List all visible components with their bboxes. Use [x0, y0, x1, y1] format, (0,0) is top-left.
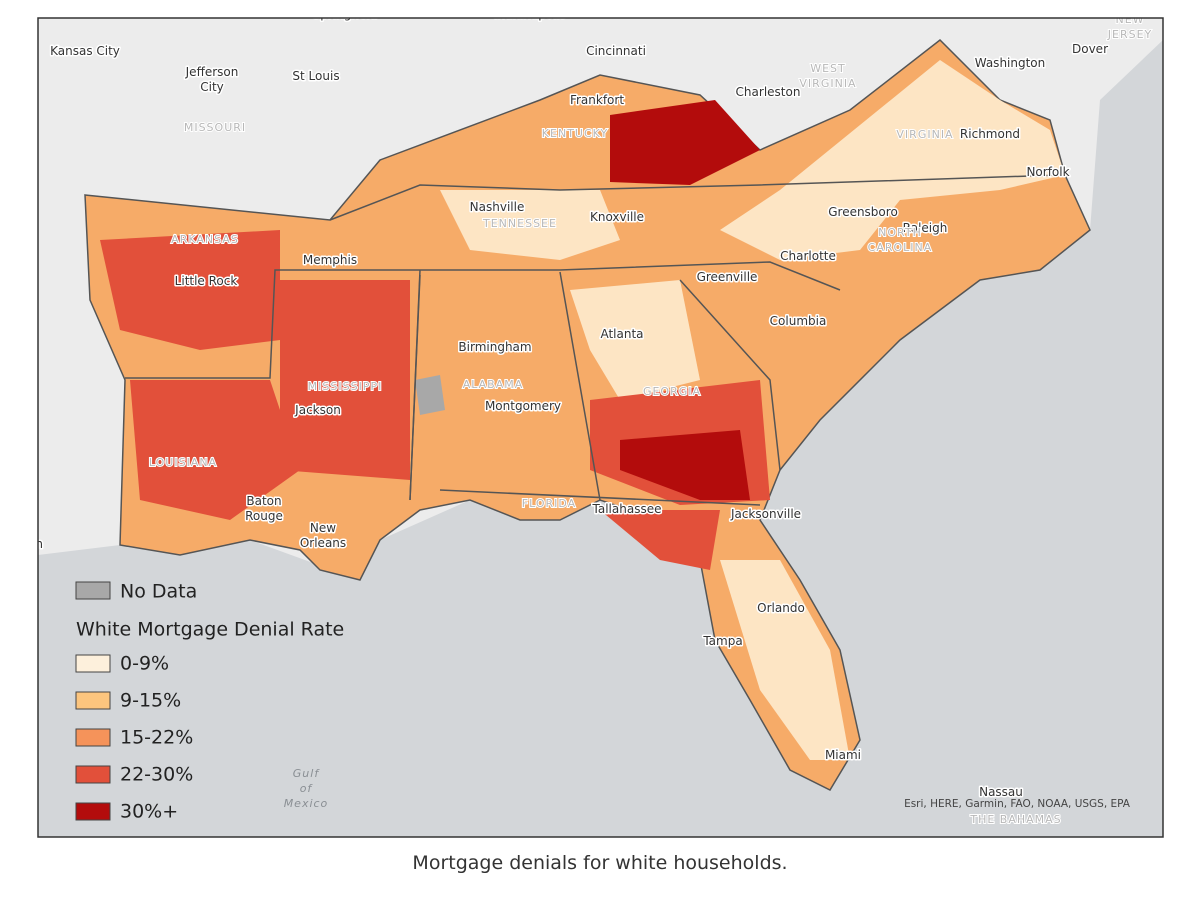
light-area	[440, 190, 620, 260]
city-label: Washington	[975, 56, 1046, 70]
label-line: JERSEY	[1107, 28, 1153, 41]
city-label: Nashville	[470, 200, 525, 214]
state-label: TENNESSEE	[482, 217, 557, 230]
light-area	[720, 560, 850, 760]
legend-label: No Data	[120, 581, 197, 603]
city-label: Greensboro	[828, 205, 898, 219]
label-line: Mexico	[284, 797, 329, 810]
legend-label: 9-15%	[120, 690, 181, 712]
city-label: Little Rock	[175, 274, 238, 288]
state-label: KENTUCKY	[542, 127, 608, 140]
light-area	[570, 280, 700, 400]
city-label: Frankfort	[570, 93, 624, 107]
city-label: Orlando	[757, 601, 805, 615]
caption: Mortgage denials for white households.	[412, 852, 787, 874]
legend-swatch	[75, 654, 111, 673]
city-label: Richmond	[960, 127, 1020, 141]
state-label: NORTH CAROLINA	[868, 226, 933, 254]
city-label: Norfolk	[1026, 165, 1069, 179]
city-label: Columbia	[770, 314, 827, 328]
legend-label: 30%+	[120, 801, 178, 823]
label-line: NEW	[1115, 13, 1144, 26]
label-line: CAROLINA	[868, 241, 933, 254]
city-label: Indianapolis	[494, 7, 566, 21]
city-label: Montgomery	[485, 399, 561, 413]
map-frame	[37, 17, 1164, 838]
label-line: Jefferson	[185, 65, 239, 79]
legend-swatch	[75, 765, 111, 784]
city-label: Nassau	[979, 785, 1023, 799]
label-line: New	[310, 521, 336, 535]
city-label: Tallahassee	[592, 502, 662, 516]
dark-area	[280, 280, 410, 480]
city-label: St Louis	[292, 69, 339, 83]
city-label: Springfield	[313, 7, 378, 21]
state-label: LOUISIANA	[149, 456, 217, 469]
map: Springfield Indianapolis Kansas City Jeffer…	[0, 7, 1163, 837]
city-label: Jackson	[294, 403, 341, 417]
light-area	[720, 60, 1065, 260]
legend-label: 22-30%	[120, 764, 193, 786]
dark-area	[130, 380, 300, 520]
city-label: New Orleans	[300, 521, 346, 550]
city-label: Jefferson City	[185, 65, 239, 94]
city-label: Tampa	[702, 634, 742, 648]
dark-area	[100, 230, 280, 350]
state-label: ARKANSAS	[171, 233, 239, 246]
legend-label: 15-22%	[120, 727, 193, 749]
city-label: Miami	[825, 748, 861, 762]
darkest-area	[620, 430, 750, 500]
city-label: Cincinnati	[586, 44, 646, 58]
legend-swatch	[75, 728, 111, 747]
city-label: Greenville	[697, 270, 758, 284]
label-line: Rouge	[245, 509, 283, 523]
city-label: Charlotte	[780, 249, 836, 263]
state-label: GEORGIA	[643, 385, 701, 398]
label-line: Baton	[246, 494, 281, 508]
city-label: Raleigh	[903, 221, 948, 235]
city-label: Charleston	[736, 85, 801, 99]
city-label: Kansas City	[50, 44, 120, 58]
label-line: of	[300, 782, 314, 795]
attribution: Esri, HERE, Garmin, FAO, NOAA, USGS, EPA	[904, 798, 1131, 810]
state-label: ALABAMA	[463, 378, 524, 391]
label-line: NORTH	[878, 226, 922, 239]
state-label: THE BAHAMAS	[969, 813, 1061, 826]
legend-swatch	[75, 802, 111, 821]
water-label: Gulf of Mexico	[284, 767, 329, 810]
state-label: NEW JERSEY	[1107, 13, 1153, 41]
legend-label: 0-9%	[120, 653, 169, 675]
label-line: Gulf	[293, 767, 321, 780]
darkest-area	[610, 100, 760, 185]
city-label: Houston	[0, 537, 43, 551]
state-label: VIRGINIA	[896, 128, 953, 141]
city-label: Memphis	[303, 253, 357, 267]
state-label: MISSOURI	[184, 121, 246, 134]
no-data-area	[415, 375, 445, 415]
legend-title: White Mortgage Denial Rate	[76, 619, 344, 641]
state-border	[409, 271, 781, 506]
state-border	[125, 261, 841, 379]
label-line: WEST	[810, 62, 846, 75]
legend-swatch	[75, 691, 111, 710]
city-label: Atlanta	[600, 327, 643, 341]
state-label: FLORIDA	[522, 497, 576, 510]
state-label: MISSISSIPPI	[308, 380, 383, 393]
legend-swatch	[75, 581, 111, 600]
label-line: VIRGINIA	[799, 77, 856, 90]
label-line: City	[200, 80, 224, 94]
state-border	[329, 174, 1061, 221]
city-label: Baton Rouge	[245, 494, 283, 523]
city-label: Birmingham	[458, 340, 531, 354]
label-line: Orleans	[300, 536, 346, 550]
dark-area	[600, 510, 720, 570]
city-label: Jacksonville	[730, 507, 801, 521]
city-label: Knoxville	[590, 210, 644, 224]
state-label: WEST VIRGINIA	[799, 62, 856, 90]
city-label: Dover	[1072, 42, 1108, 56]
